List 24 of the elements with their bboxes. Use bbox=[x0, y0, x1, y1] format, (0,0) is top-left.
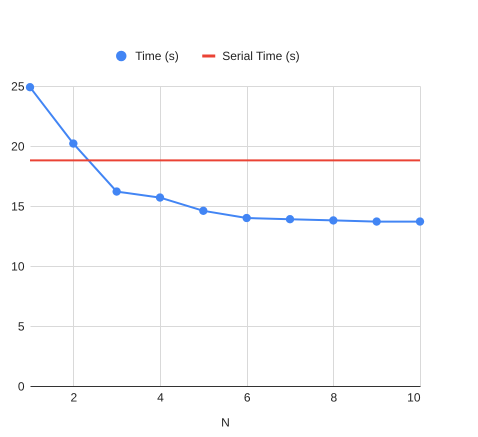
point bbox=[112, 187, 121, 196]
y-tick-label: 20 bbox=[11, 140, 25, 154]
point bbox=[242, 214, 251, 222]
x-tick-label: 6 bbox=[244, 390, 251, 404]
x-tick-label: 8 bbox=[330, 390, 338, 404]
x-axis-title: N bbox=[221, 416, 230, 430]
point bbox=[286, 215, 294, 224]
point bbox=[156, 193, 164, 202]
y-tick-label: 15 bbox=[11, 200, 25, 214]
x-tick-label: 2 bbox=[70, 390, 78, 404]
y-tick-label: 25 bbox=[11, 80, 25, 94]
point bbox=[329, 216, 338, 225]
x-tick-label: 10 bbox=[407, 390, 421, 404]
point bbox=[372, 217, 381, 226]
y-tick-label: 0 bbox=[18, 380, 25, 394]
y-tick-label: 10 bbox=[11, 260, 25, 274]
point bbox=[69, 139, 78, 148]
x-tick-label: 4 bbox=[157, 390, 164, 404]
legend-label: Serial Time (s) bbox=[222, 49, 300, 63]
point bbox=[26, 83, 34, 92]
y-tick-label: 5 bbox=[18, 320, 25, 334]
point bbox=[416, 217, 424, 226]
point bbox=[199, 206, 208, 215]
legend-label: Time (s) bbox=[135, 49, 179, 63]
